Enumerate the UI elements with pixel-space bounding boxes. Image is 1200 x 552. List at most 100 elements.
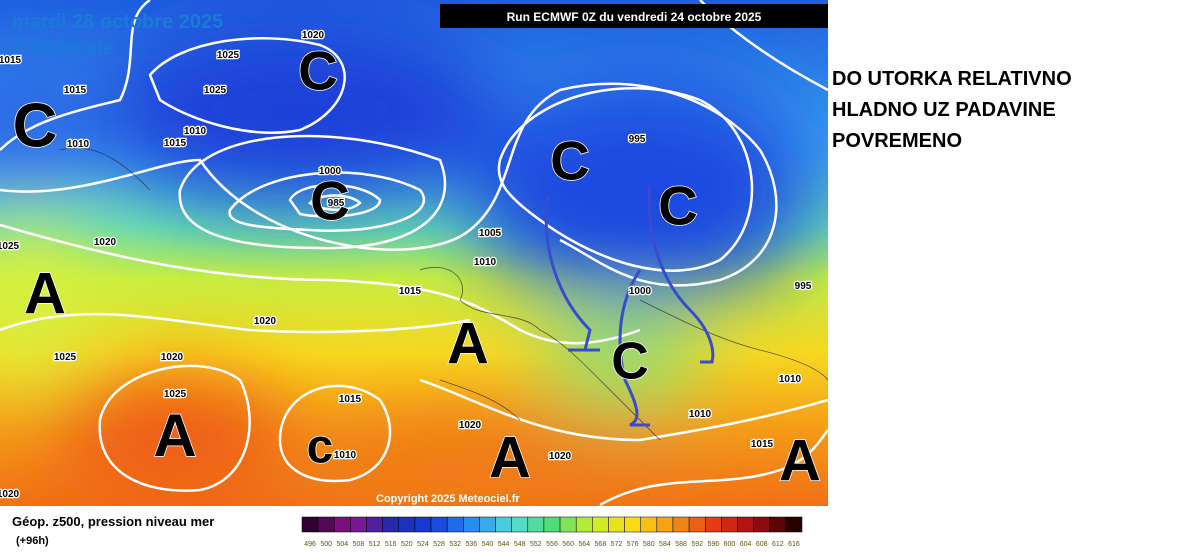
scale-swatch: [382, 516, 400, 533]
pressure-system: c: [307, 421, 334, 474]
isobar-label: 1020: [0, 489, 20, 500]
isobar-label: 1025: [217, 50, 240, 61]
scale-label: 564: [578, 541, 590, 548]
time-label: 2:00 locale: [12, 37, 114, 59]
scale-label: 524: [417, 541, 429, 548]
scale-swatch: [624, 516, 641, 533]
scale-swatch: [463, 516, 480, 533]
legend-title: Géop. z500, pression niveau mer: [12, 514, 214, 529]
isobar-label: 1000: [319, 166, 342, 177]
isobar-label: 1005: [479, 228, 502, 239]
scale-label: 572: [611, 541, 623, 548]
scale-swatch: [656, 516, 674, 533]
scale-label: 604: [740, 541, 752, 548]
isobar-label: 1020: [549, 451, 572, 462]
isobar-label: 1020: [161, 352, 184, 363]
scale-label: 520: [401, 541, 413, 548]
scale-label: 588: [675, 541, 687, 548]
pressure-system: A: [24, 261, 66, 326]
scale-label: 580: [643, 541, 655, 548]
scale-label: 616: [788, 541, 800, 548]
scale-label: 500: [320, 541, 332, 548]
isobar-label: 1015: [164, 138, 187, 149]
scale-label: 612: [772, 541, 784, 548]
scale-swatch: [301, 516, 319, 533]
scale-label: 516: [385, 541, 397, 548]
scale-swatch: [769, 516, 787, 533]
scale-swatch: [575, 516, 593, 533]
isobar-label: 1010: [334, 450, 357, 461]
run-banner: [440, 4, 828, 28]
isobar-label: 1015: [339, 394, 362, 405]
isobar-label: 1025: [0, 241, 20, 252]
scale-label: 584: [659, 541, 671, 548]
scale-swatch: [446, 516, 464, 533]
scale-swatch: [350, 516, 367, 533]
scale-label: 576: [627, 541, 639, 548]
scale-label: 600: [724, 541, 736, 548]
scale-swatch: [543, 516, 561, 533]
annotation: DO UTORKA RELATIVNO HLADNO UZ PADAVINE P…: [832, 64, 1072, 157]
isobar-label: 1025: [164, 389, 187, 400]
scale-label: 532: [449, 541, 461, 548]
pressure-system: A: [489, 425, 531, 490]
pressure-system: C: [298, 40, 338, 102]
scale-swatch: [737, 516, 754, 533]
scale-label: 560: [562, 541, 574, 548]
pressure-system: A: [779, 428, 821, 493]
isobar-label: 1000: [629, 286, 652, 297]
pressure-system: A: [447, 311, 489, 376]
isobar-label: 1020: [302, 30, 325, 41]
isobar-label: 1010: [184, 126, 207, 137]
annotation-line: HLADNO UZ PADAVINE: [832, 99, 1056, 121]
pressure-system: C: [550, 130, 590, 192]
isobar-label: 1010: [689, 409, 712, 420]
isobar-label: 1015: [64, 85, 87, 96]
scale-swatch: [414, 516, 432, 533]
scale-label: 596: [707, 541, 719, 548]
scale-swatch: [753, 516, 770, 533]
isobar-label: 985: [328, 198, 345, 209]
pressure-system: A: [153, 402, 196, 469]
scale-swatch: [721, 516, 738, 533]
scale-swatch: [688, 516, 706, 533]
isobar-label: 1020: [94, 237, 117, 248]
scale-swatch: [527, 516, 545, 533]
scale-swatch: [640, 516, 658, 533]
scale-swatch: [366, 516, 383, 533]
lead-time: (+96h): [16, 535, 49, 547]
isobar-label: 1010: [779, 374, 802, 385]
pressure-system: C: [611, 333, 649, 391]
scale-swatch: [785, 516, 803, 533]
isobar-label: 995: [795, 281, 812, 292]
scale-label: 536: [466, 541, 478, 548]
isobar-label: 1015: [0, 55, 22, 66]
isobar-label: 1020: [459, 420, 482, 431]
isobar-label: 1010: [474, 257, 497, 268]
scale-label: 552: [530, 541, 542, 548]
annotation-line: POVREMENO: [832, 130, 963, 152]
scale-label: 548: [514, 541, 526, 548]
run-info: Run ECMWF 0Z du vendredi 24 octobre 2025: [507, 10, 762, 24]
scale-label: 504: [336, 541, 348, 548]
pressure-system: C: [310, 170, 350, 232]
scale-swatch: [608, 516, 625, 533]
scale-swatch: [398, 516, 416, 533]
scale-swatch: [495, 516, 512, 533]
scale-label: 496: [304, 541, 316, 548]
scale-label: 508: [353, 541, 365, 548]
pressure-system: C: [13, 91, 58, 160]
scale-swatch: [430, 516, 448, 533]
coastlines: [59, 147, 828, 441]
color-scale: 496 500 504 508 512 516 520 524 528 532 536 540 544 5…: [301, 516, 803, 548]
scale-label: 540: [482, 541, 494, 548]
date-label: mardi 28 octobre 2025: [12, 11, 223, 33]
scale-label: 556: [546, 541, 558, 548]
isobar-label: 1025: [54, 352, 77, 363]
scale-label: 568: [595, 541, 607, 548]
scale-label: 528: [433, 541, 445, 548]
isobar-label: 1025: [204, 85, 227, 96]
isobar-label: 995: [629, 134, 646, 145]
